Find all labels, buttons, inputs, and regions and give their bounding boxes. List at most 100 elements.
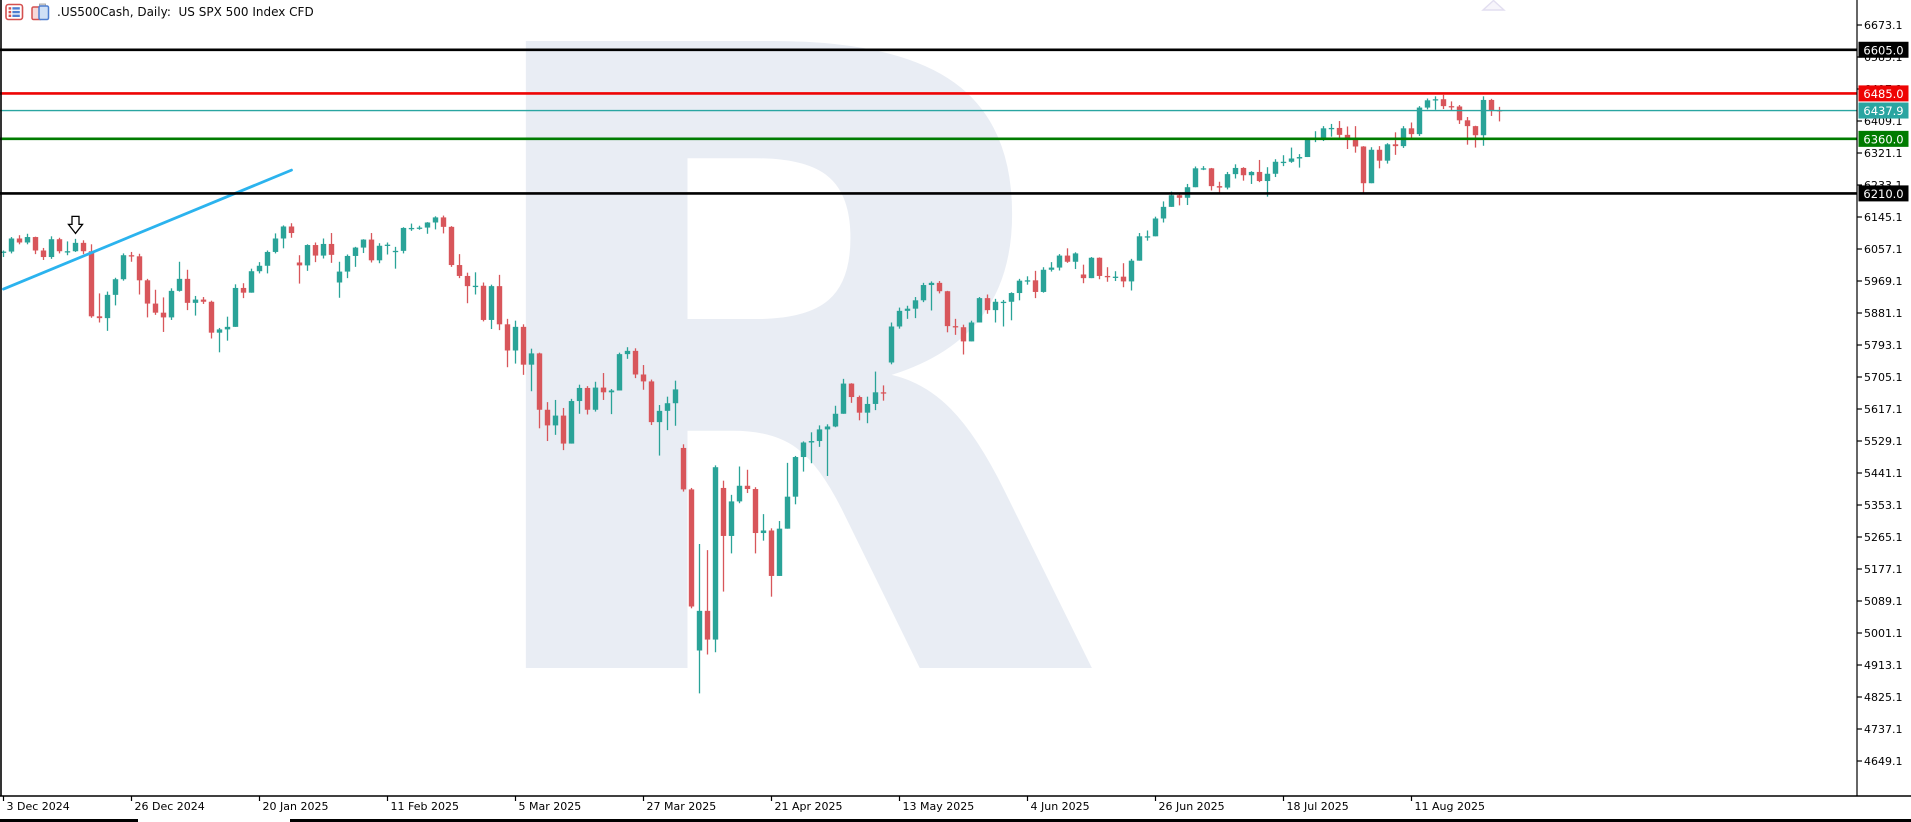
date-tick-label: 5 Mar 2025 (519, 800, 582, 813)
candle (800, 441, 807, 472)
candle (328, 233, 335, 263)
candle (1072, 252, 1079, 270)
candle (160, 297, 167, 332)
candle (1368, 147, 1375, 184)
price-tick-label: 4737.1 (1864, 723, 1903, 736)
candle (16, 235, 23, 245)
price-tick-label: 4649.1 (1864, 755, 1903, 768)
candle (456, 254, 463, 279)
candle (128, 251, 135, 262)
candle (496, 274, 503, 331)
candle (560, 407, 567, 451)
candle (248, 268, 255, 293)
candle (336, 261, 343, 298)
candle (24, 233, 31, 245)
candle (480, 282, 487, 322)
candle (1280, 155, 1287, 167)
candle (1240, 167, 1247, 181)
candle (832, 405, 839, 428)
candle (200, 297, 207, 304)
chart-shift-marker-icon[interactable] (1481, 0, 1506, 11)
candle (1288, 147, 1295, 163)
price-tick-label: 6145.1 (1864, 211, 1903, 224)
candle (888, 322, 895, 365)
candle (1264, 167, 1271, 197)
candle (920, 282, 927, 303)
price-tick-label: 5265.1 (1864, 531, 1903, 544)
candle (552, 399, 559, 435)
candle (376, 243, 383, 264)
candle (352, 246, 359, 267)
support-6360-price-tag: 6360.0 (1858, 130, 1909, 147)
candle (1200, 166, 1207, 171)
candle (608, 389, 615, 415)
candle (320, 238, 327, 259)
candle (312, 242, 319, 263)
support-6210-price-tag: 6210.0 (1858, 185, 1909, 202)
candle (1448, 101, 1455, 111)
candle (1256, 159, 1263, 183)
candle (1080, 264, 1087, 284)
candle (1384, 143, 1391, 164)
candle (1040, 267, 1047, 293)
candle (1064, 248, 1071, 263)
one-click-trading-icon[interactable] (5, 3, 24, 21)
candle (1472, 125, 1479, 148)
candle (224, 316, 231, 341)
candle (808, 432, 815, 464)
candle (1216, 181, 1223, 195)
candle (1016, 278, 1023, 301)
candle (840, 378, 847, 414)
price-tick-label: 5001.1 (1864, 627, 1903, 640)
candle (392, 246, 399, 269)
candle (1328, 123, 1335, 137)
svg-text:6437.9: 6437.9 (1863, 104, 1903, 118)
chart-header: .US500Cash, Daily: US SPX 500 Index CFD (5, 3, 314, 21)
candle (216, 327, 223, 353)
candle (432, 216, 439, 230)
candle (1136, 233, 1143, 261)
candle (952, 318, 959, 335)
chart-title: .US500Cash, Daily: US SPX 500 Index CFD (57, 5, 314, 19)
candle (984, 294, 991, 314)
candle (40, 247, 47, 260)
candle (440, 215, 447, 234)
candle (464, 272, 471, 304)
date-tick-label: 21 Apr 2025 (775, 800, 843, 813)
candle (8, 237, 15, 254)
buy-sell-panel-icon[interactable] (31, 3, 50, 21)
candle (792, 455, 799, 505)
candle (584, 386, 591, 415)
price-tick-label: 5881.1 (1864, 307, 1903, 320)
candle (72, 238, 79, 252)
candle (120, 253, 127, 281)
price-tick-label: 6057.1 (1864, 243, 1903, 256)
date-tick-label: 18 Jul 2025 (1287, 800, 1349, 813)
candle (1456, 105, 1463, 124)
time-axis-labels: 3 Dec 2024 26 Dec 2024 20 Jan 2025 11 Feb 2… (2, 796, 1485, 813)
trendline-object[interactable] (2, 168, 293, 291)
candle (1112, 271, 1119, 282)
date-tick-label: 3 Dec 2024 (7, 800, 70, 813)
down-arrow-annotation[interactable] (67, 215, 84, 235)
candle (816, 425, 823, 447)
candle (472, 272, 479, 295)
candle (1488, 98, 1495, 116)
candle (1232, 164, 1239, 179)
candle (296, 255, 303, 284)
candle (304, 244, 311, 271)
candlestick-series (0, 94, 1503, 694)
date-tick-label: 20 Jan 2025 (263, 800, 329, 813)
candle (192, 295, 199, 316)
candle (1464, 117, 1471, 145)
price-tick-label: 5353.1 (1864, 499, 1903, 512)
candle (728, 494, 735, 554)
date-tick-label: 13 May 2025 (903, 800, 975, 813)
candle (784, 462, 791, 529)
date-tick-label: 27 Mar 2025 (647, 800, 717, 813)
candle (424, 222, 431, 234)
candle (824, 424, 831, 476)
candle (1392, 132, 1399, 155)
candle (56, 237, 63, 254)
